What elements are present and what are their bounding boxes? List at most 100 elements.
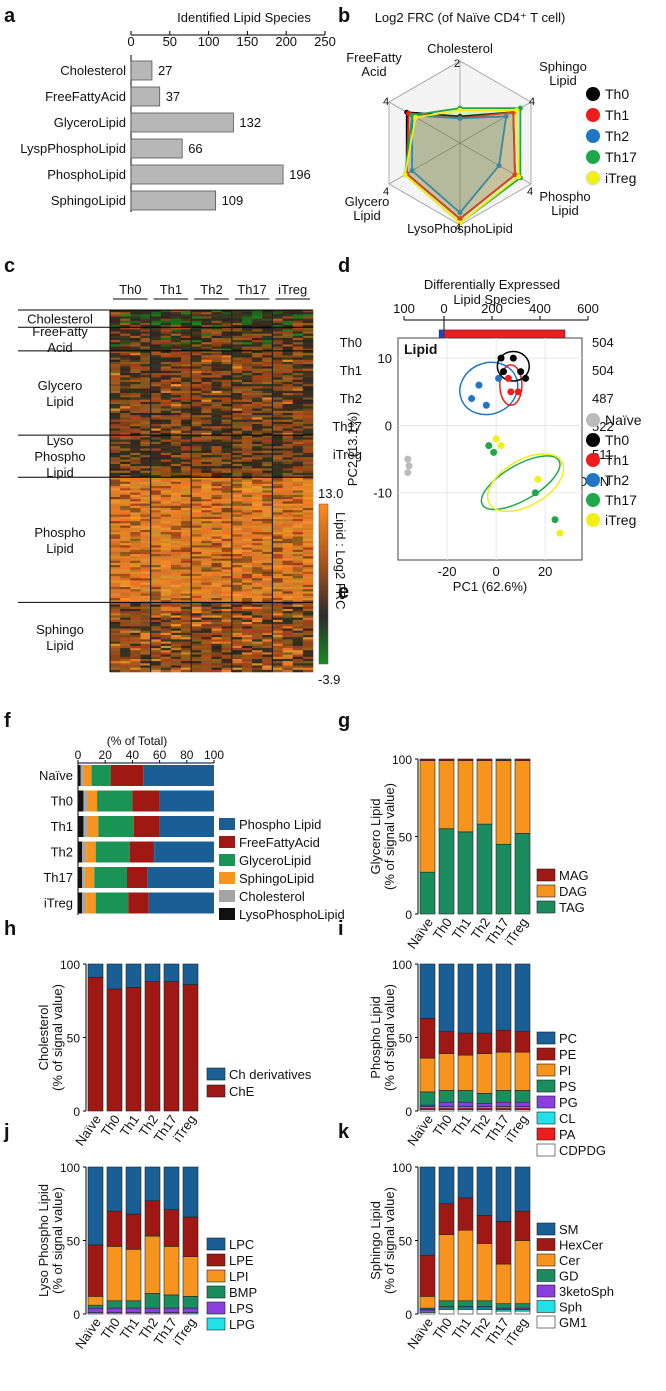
c-heatmap-cell xyxy=(231,444,243,447)
c-heatmap-cell xyxy=(211,510,222,513)
c-heatmap-cell xyxy=(302,463,314,467)
k-segment xyxy=(476,1166,493,1216)
c-heatmap-cell xyxy=(110,624,121,627)
c-heatmap-cell xyxy=(211,348,222,352)
c-heatmap-cell xyxy=(272,435,283,438)
c-heatmap-cell xyxy=(302,658,314,662)
k-legend-label: Sph xyxy=(559,1300,582,1315)
c-heatmap-cell xyxy=(181,448,192,451)
c-heatmap-cell xyxy=(241,534,253,537)
c-heatmap-cell xyxy=(140,543,151,546)
c-heatmap-cell xyxy=(201,637,212,640)
c-heatmap-cell xyxy=(170,472,182,476)
c-heatmap-cell xyxy=(160,654,172,658)
c-heatmap-cell xyxy=(140,573,151,577)
c-heatmap-cell xyxy=(201,639,212,642)
c-heatmap-cell xyxy=(120,314,131,317)
c-heatmap-cell xyxy=(221,417,233,420)
c-heatmap-cell xyxy=(252,665,263,668)
c-heatmap-cell xyxy=(110,540,121,544)
c-heatmap-cell xyxy=(130,366,141,369)
c-heatmap-cell xyxy=(120,406,131,409)
c-heatmap-cell xyxy=(201,457,212,460)
c-heatmap-cell xyxy=(302,424,314,427)
c-heatmap-cell xyxy=(302,663,314,666)
c-heatmap-cell xyxy=(181,560,192,564)
j-segment xyxy=(125,1249,142,1302)
c-heatmap-cell xyxy=(140,582,151,586)
c-heatmap-cell xyxy=(211,497,222,500)
c-heatmap-cell xyxy=(231,325,243,328)
c-heatmap-cell xyxy=(211,406,222,409)
c-heatmap-cell xyxy=(201,461,212,465)
c-heatmap-cell xyxy=(292,426,304,429)
c-heatmap-cell xyxy=(181,327,192,330)
c-heatmap-cell xyxy=(201,439,212,443)
c-heatmap-cell xyxy=(150,518,162,522)
c-heatmap-cell xyxy=(191,587,202,590)
c-heatmap-cell xyxy=(221,527,233,531)
c-heatmap-cell xyxy=(191,472,202,476)
c-heatmap-cell xyxy=(241,359,253,363)
c-heatmap-cell xyxy=(211,404,222,407)
i-segment xyxy=(438,1090,455,1103)
c-heatmap-cell xyxy=(252,658,263,662)
c-heatmap-cell xyxy=(140,327,151,330)
c-heatmap-cell xyxy=(211,534,222,537)
c-heatmap-cell xyxy=(252,518,263,522)
c-heatmap-cell xyxy=(302,650,314,653)
e-xlabel: PC1 (62.6%) xyxy=(453,579,527,594)
c-heatmap-cell xyxy=(292,310,304,313)
c-heatmap-cell xyxy=(231,534,243,537)
c-heatmap-cell xyxy=(120,337,131,341)
c-heatmap-cell xyxy=(191,320,202,324)
c-heatmap-cell xyxy=(191,417,202,420)
c-heatmap-cell xyxy=(110,344,121,347)
c-heatmap-cell xyxy=(110,366,121,369)
c-heatmap-cell xyxy=(120,621,131,625)
c-heatmap-cell xyxy=(201,353,212,356)
c-heatmap-cell xyxy=(272,318,283,322)
c-heatmap-cell xyxy=(221,375,233,378)
c-heatmap-cell xyxy=(211,650,222,653)
c-heatmap-cell xyxy=(160,589,172,592)
j-segment xyxy=(125,1307,142,1313)
c-heatmap-cell xyxy=(110,379,121,383)
c-heatmap-cell xyxy=(262,459,273,463)
c-heatmap-cell xyxy=(140,342,151,345)
c-heatmap-cell xyxy=(252,426,263,429)
c-heatmap-cell xyxy=(231,510,243,513)
c-heatmap-cell xyxy=(252,525,263,529)
c-heatmap-cell xyxy=(262,401,273,405)
c-heatmap-cell xyxy=(292,624,304,627)
c-colorbar xyxy=(318,503,329,665)
c-heatmap-cell xyxy=(272,452,283,456)
k-segment xyxy=(514,1303,531,1309)
c-heatmap-cell xyxy=(170,377,182,380)
c-heatmap-cell xyxy=(130,410,141,414)
c-heatmap-cell xyxy=(201,348,212,352)
c-heatmap-cell xyxy=(241,446,253,449)
c-heatmap-cell xyxy=(140,381,151,385)
c-heatmap-cell xyxy=(181,598,192,601)
h-legend-swatch xyxy=(206,1084,226,1098)
c-heatmap-cell xyxy=(272,353,283,356)
c-heatmap-cell xyxy=(201,494,212,498)
c-heatmap-cell xyxy=(170,591,182,594)
c-heatmap-cell xyxy=(160,366,172,369)
c-heatmap-cell xyxy=(282,648,293,651)
j-segment xyxy=(144,1166,161,1202)
c-heatmap-cell xyxy=(221,558,233,561)
b-legend-label: iTreg xyxy=(605,170,636,186)
c-heatmap-cell xyxy=(272,656,283,660)
c-heatmap-cell xyxy=(140,486,151,489)
c-heatmap-cell xyxy=(160,514,172,518)
c-heatmap-cell xyxy=(221,598,233,601)
c-heatmap-cell xyxy=(191,435,202,438)
c-heatmap-cell xyxy=(221,426,233,429)
c-heatmap-cell xyxy=(110,483,121,487)
i-segment xyxy=(495,1051,512,1091)
c-heatmap-cell xyxy=(262,346,273,350)
c-heatmap-cell xyxy=(201,364,212,367)
c-heatmap-cell xyxy=(262,584,273,588)
